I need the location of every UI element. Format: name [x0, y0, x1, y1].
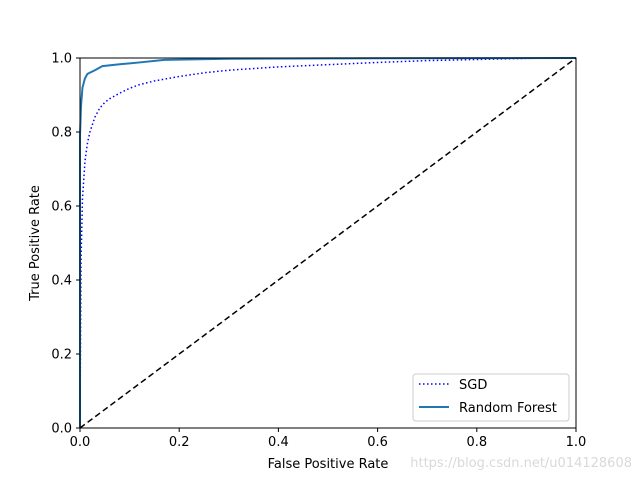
- x-tick-label: 0.6: [367, 435, 388, 450]
- legend-label-sgd: SGD: [459, 378, 487, 393]
- y-axis-label: True Positive Rate: [28, 185, 43, 302]
- series-line-random-forest: [79, 57, 577, 428]
- x-tick-label: 0.8: [466, 435, 487, 450]
- y-tick-label: 0.6: [51, 200, 72, 215]
- series-line-diagonal: [79, 57, 577, 429]
- plot-frame: [79, 57, 577, 429]
- x-tick-label: 0.2: [169, 435, 190, 450]
- x-axis-label: False Positive Rate: [268, 457, 389, 472]
- x-tick-label: 0.4: [268, 435, 289, 450]
- y-tick-label: 0.4: [51, 274, 72, 289]
- x-tick-label: 0.0: [70, 435, 91, 450]
- legend: SGD Random Forest: [412, 373, 570, 422]
- legend-box: [412, 373, 570, 422]
- series-line-sgd: [79, 57, 577, 429]
- legend-label-random-forest: Random Forest: [459, 401, 557, 416]
- y-tick-label: 0.2: [51, 348, 72, 363]
- y-tick-label: 0.8: [51, 126, 72, 141]
- x-axis: 0.0 0.2 0.4 0.6 0.8 1.0: [70, 428, 587, 450]
- x-tick-label: 1.0: [566, 435, 587, 450]
- y-tick-label: 1.0: [51, 52, 72, 67]
- y-axis: 0.0 0.2 0.4 0.6 0.8 1.0: [51, 52, 80, 437]
- watermark-text: https://blog.csdn.net/u014128608: [410, 456, 632, 471]
- y-tick-label: 0.0: [51, 422, 72, 437]
- plot-area: [79, 57, 577, 429]
